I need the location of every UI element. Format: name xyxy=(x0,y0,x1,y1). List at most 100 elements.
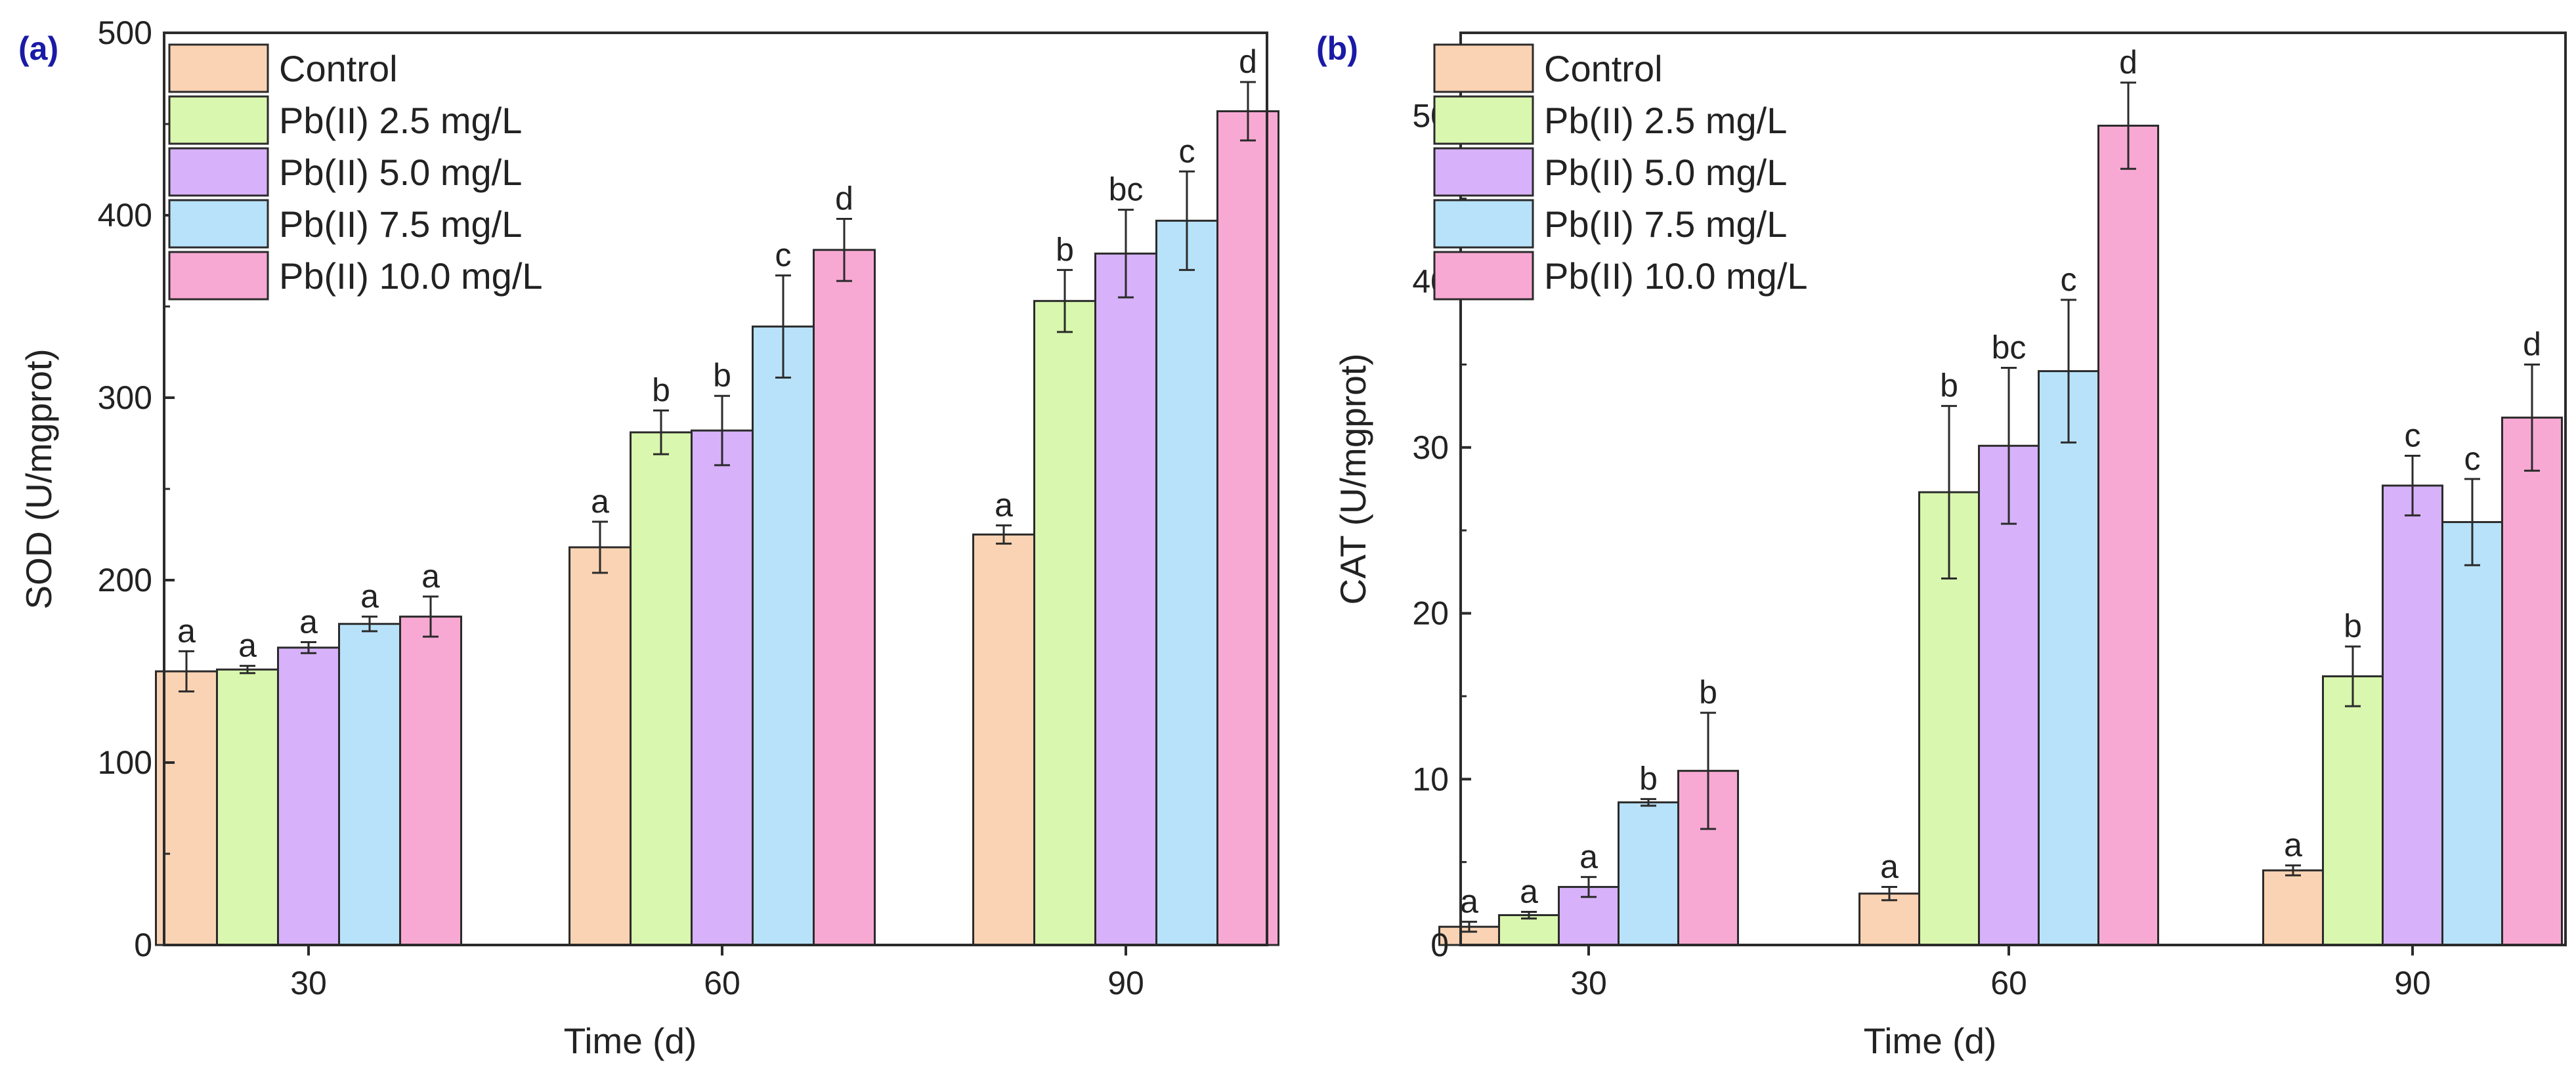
panel-a-x-axis-title: Time (d) xyxy=(564,1020,697,1061)
panel-b-sig-label-3-60: bc xyxy=(1992,329,2027,366)
panel-b-bar-4-90 xyxy=(2441,521,2503,946)
panel-a-legend-label-5: Pb(II) 10.0 mg/L xyxy=(279,255,543,297)
panel-b-cat-chart: (b) Time (d) CAT (U/mgprot) aaaabbabccbc… xyxy=(1316,30,2567,1061)
panel-b-y-tick-label: 20 xyxy=(1412,595,1449,632)
panel-a-bar-5-60 xyxy=(813,249,876,946)
panel-a-bar-2-90 xyxy=(1033,300,1096,946)
panel-b-legend-swatch-3 xyxy=(1433,147,1534,197)
panel-b-legend-label-3: Pb(II) 5.0 mg/L xyxy=(1544,152,1787,193)
panel-a-legend-swatch-1 xyxy=(168,43,269,93)
panel-a-y-tick-label: 500 xyxy=(98,14,152,51)
panel-a-y-tick-label: 100 xyxy=(98,744,152,781)
panel-a-y-tick-label: 200 xyxy=(98,562,152,598)
panel-a-bar-5-30 xyxy=(399,616,462,946)
panel-a-sig-label-2-90: b xyxy=(1056,231,1074,268)
panel-a-sig-label-1-30: a xyxy=(177,612,196,649)
panel-b-legend-swatch-1 xyxy=(1433,43,1534,93)
panel-a-sig-label-1-60: a xyxy=(591,483,609,520)
panel-a-x-tick-label-60: 60 xyxy=(704,965,741,1001)
panel-a-bar-4-90 xyxy=(1155,219,1218,946)
panel-a-legend-swatch-2 xyxy=(168,95,269,145)
panel-a-legend-label-3: Pb(II) 5.0 mg/L xyxy=(279,152,522,193)
panel-a-bar-1-30 xyxy=(155,670,218,946)
panel-b-bar-5-60 xyxy=(2097,125,2159,946)
panel-a-x-tick-label-90: 90 xyxy=(1107,965,1144,1001)
panel-a-legend-label-1: Control xyxy=(279,48,398,89)
panel-a-bar-3-60 xyxy=(691,429,754,946)
panel-b-legend-label-1: Control xyxy=(1544,48,1663,89)
panel-a-legend-label-2: Pb(II) 2.5 mg/L xyxy=(279,100,522,141)
panel-b-sig-label-2-90: b xyxy=(2344,608,2362,644)
panel-a-sig-label-5-60: d xyxy=(835,180,853,217)
panel-a-sig-label-1-90: a xyxy=(995,487,1013,524)
panel-b-bar-3-90 xyxy=(2382,484,2443,946)
panel-b-bar-3-60 xyxy=(1978,444,2040,946)
panel-a-bar-2-60 xyxy=(630,431,693,946)
panel-b-y-tick-label: 10 xyxy=(1412,761,1449,797)
panel-b-sig-label-1-30: a xyxy=(1460,883,1478,920)
panel-a-y-tick-label: 0 xyxy=(134,927,152,963)
panel-a-y-tick-label: 300 xyxy=(98,379,152,416)
panel-b-sig-label-2-30: a xyxy=(1520,873,1538,910)
panel-a-legend-label-4: Pb(II) 7.5 mg/L xyxy=(279,203,522,245)
panel-a-sod-chart: (a) Time (d) SOD (U/mgprot) aa aabbabbcac… xyxy=(18,14,1279,1061)
panel-a-legend-swatch-3 xyxy=(168,147,269,197)
panel-b-x-tick-label-30: 30 xyxy=(1570,965,1607,1001)
panel-b-bar-2-90 xyxy=(2322,675,2384,946)
panel-b-sig-label-4-90: c xyxy=(2464,440,2481,477)
panel-b-axes-frame xyxy=(1459,32,2567,946)
panel-a-legend-swatch-5 xyxy=(168,251,269,301)
panel-b-bar-4-30 xyxy=(1618,801,1679,946)
panel-b-bar-4-60 xyxy=(2038,370,2099,946)
panel-b-y-tick-label: 0 xyxy=(1430,927,1449,963)
panel-a-sig-label-2-30: a xyxy=(238,627,257,664)
panel-b-y-tick-label: 30 xyxy=(1412,429,1449,466)
panel-a-bar-4-60 xyxy=(752,326,815,946)
panel-b-sig-label-4-60: c xyxy=(2061,261,2077,298)
panel-b-bar-5-90 xyxy=(2501,416,2563,946)
panel-a-legend-swatch-4 xyxy=(168,199,269,249)
panel-b-y-axis-title: CAT (U/mgprot) xyxy=(1333,353,1373,604)
panel-a-bar-4-30 xyxy=(338,623,401,946)
panel-a-sig-label-4-30: a xyxy=(360,578,379,615)
panel-a-sig-label-3-90: bc xyxy=(1109,171,1144,208)
panel-b-sig-label-3-90: c xyxy=(2405,417,2421,453)
panel-b-label: (b) xyxy=(1316,30,1358,67)
panel-b-sig-label-4-30: b xyxy=(1639,761,1658,797)
panel-b-bar-5-30 xyxy=(1677,770,1739,946)
panel-a-sig-label-3-30: a xyxy=(299,604,318,640)
panel-b-sig-label-2-60: b xyxy=(1940,368,1958,404)
panel-a-bar-3-30 xyxy=(277,646,340,946)
panel-b-legend-swatch-2 xyxy=(1433,95,1534,145)
panel-b-x-axis-title: Time (d) xyxy=(1864,1020,1997,1061)
panel-b-sig-label-1-60: a xyxy=(1880,849,1899,885)
panel-a-sig-label-4-90: c xyxy=(1179,133,1195,169)
panel-b-legend-label-5: Pb(II) 10.0 mg/L xyxy=(1544,255,1808,297)
panel-b-x-tick-label-60: 60 xyxy=(1990,965,2027,1001)
panel-a-label: (a) xyxy=(18,30,58,67)
panel-b-sig-label-5-60: d xyxy=(2119,44,2137,81)
panel-a-sig-label-3-60: b xyxy=(713,357,731,394)
panel-a-sig-label-5-30: a xyxy=(421,558,440,595)
panel-a-bar-1-60 xyxy=(569,546,632,946)
panel-b-sig-label-3-30: a xyxy=(1579,838,1598,875)
panel-a-y-axis-title: SOD (U/mgprot) xyxy=(18,348,59,609)
panel-a-bar-1-90 xyxy=(972,534,1035,946)
panel-b-legend-label-2: Pb(II) 2.5 mg/L xyxy=(1544,100,1787,141)
panel-b-sig-label-1-90: a xyxy=(2284,827,2302,864)
panel-a-sig-label-2-60: b xyxy=(652,371,670,408)
panel-b-sig-label-5-90: d xyxy=(2523,326,2541,362)
panel-b-legend-label-4: Pb(II) 7.5 mg/L xyxy=(1544,203,1787,245)
panel-a-bar-2-30 xyxy=(216,668,279,946)
panel-b-bar-2-30 xyxy=(1498,914,1560,946)
panel-a-sig-label-4-60: c xyxy=(775,237,792,274)
panel-b-bar-1-60 xyxy=(1858,892,1920,946)
panel-a-bar-5-90 xyxy=(1216,110,1279,946)
panel-b-legend-swatch-4 xyxy=(1433,199,1534,249)
panel-a-y-tick-label: 400 xyxy=(98,197,152,234)
panel-b-legend-swatch-5 xyxy=(1433,251,1534,301)
panel-b-sig-label-5-30: b xyxy=(1699,674,1717,711)
panel-b-bar-1-90 xyxy=(2262,869,2324,946)
panel-a-sig-label-5-90: d xyxy=(1239,43,1257,80)
